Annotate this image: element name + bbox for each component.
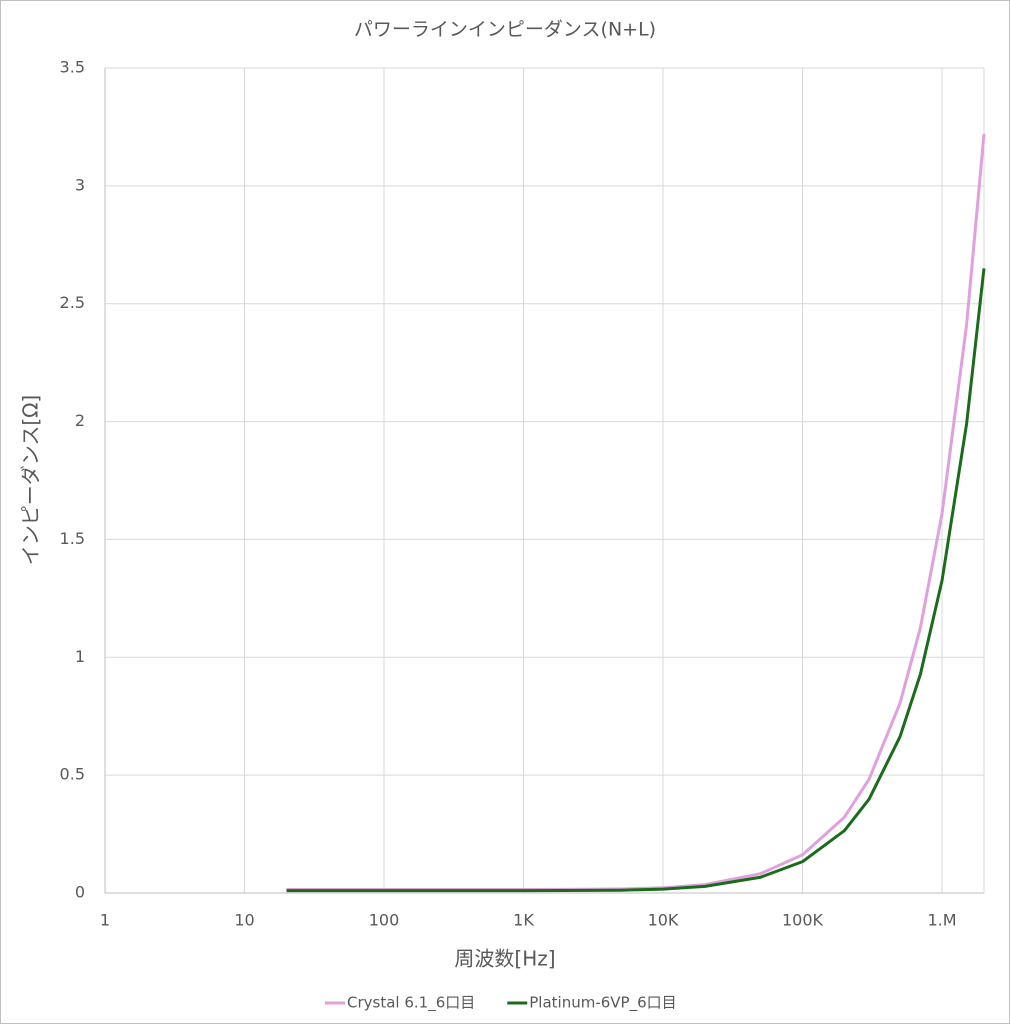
x-tick-label: 10K — [648, 911, 679, 930]
legend-label: Platinum-6VP_6口目 — [529, 994, 676, 1013]
y-tick-label: 0 — [75, 883, 85, 902]
x-tick-label: 100 — [369, 911, 400, 930]
y-tick-label: 1.5 — [60, 529, 85, 548]
data-line — [286, 268, 986, 893]
x-tick-label: 1K — [513, 911, 534, 930]
x-tick-label: 1 — [100, 911, 110, 930]
y-tick-label: 1 — [75, 647, 85, 666]
y-tick-label: 3.5 — [60, 58, 85, 77]
legend-label: Crystal 6.1_6口目 — [347, 994, 475, 1013]
x-axis-label: 周波数[Hz] — [454, 947, 555, 971]
y-tick-label: 0.5 — [60, 765, 85, 784]
x-tick-label: 10 — [234, 911, 254, 930]
chart-title: パワーラインインピーダンス(N+L) — [354, 19, 656, 41]
y-tick-label: 2 — [75, 411, 85, 430]
y-axis-label: インピーダンス[Ω] — [19, 395, 43, 566]
x-tick-label: 1.M — [927, 911, 956, 930]
y-tick-label: 3 — [75, 175, 85, 194]
x-tick-label: 100K — [782, 911, 824, 930]
y-tick-label: 2.5 — [60, 293, 85, 312]
